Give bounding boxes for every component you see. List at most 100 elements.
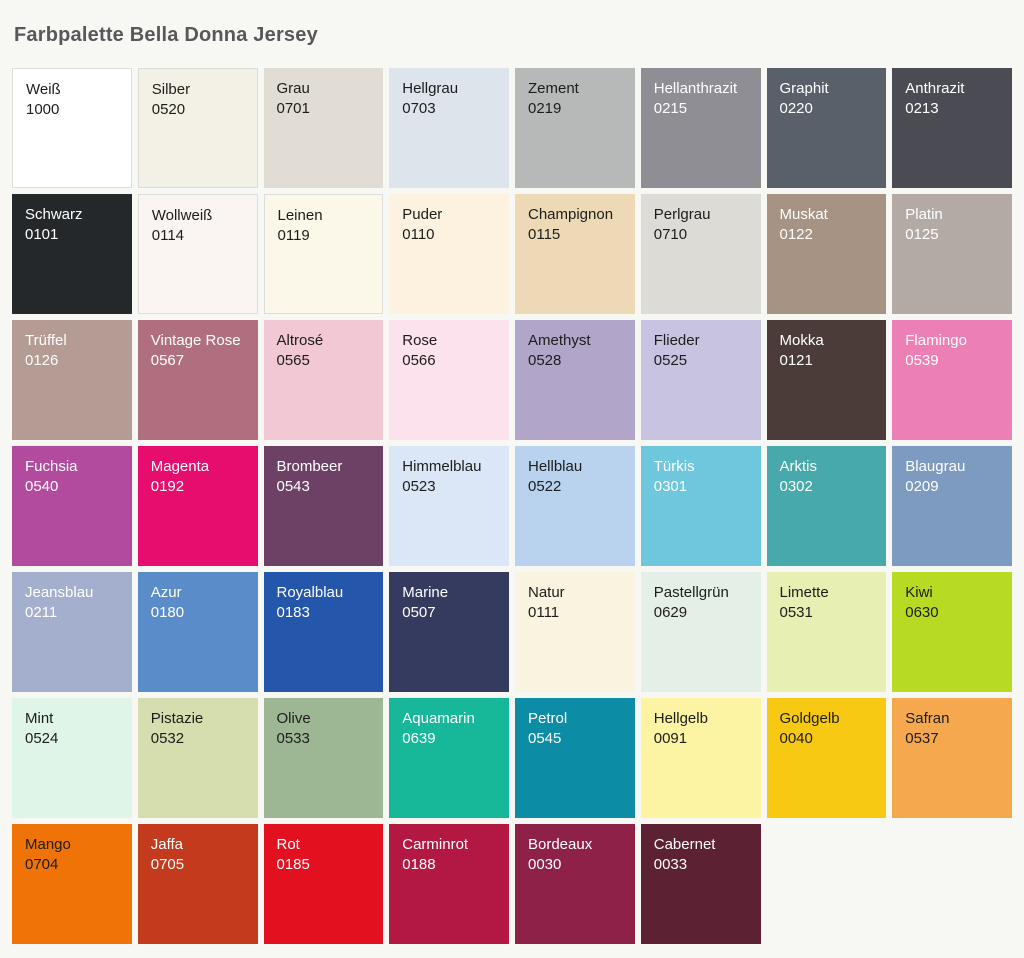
color-swatch: Zement 0219 [515,68,635,188]
color-swatch: Cabernet 0033 [640,824,761,944]
color-name: Zement [528,80,579,97]
color-code: 0040 [779,730,813,747]
color-name: Blaugrau [905,458,966,475]
color-swatch: Weiß 1000 [12,68,132,188]
color-swatch: Altrosé 0565 [263,320,384,440]
color-name: Fuchsia [25,458,78,475]
color-name: Bordeaux [528,836,593,853]
color-code: 0540 [25,478,59,495]
color-name: Petrol [528,710,568,727]
color-swatch: Champignon 0115 [515,194,635,314]
color-swatch: Hellgrau 0703 [389,68,509,188]
color-code: 0545 [528,730,562,747]
color-code: 0122 [779,226,813,243]
color-swatch: Royalblau 0183 [263,572,384,692]
color-name: Marine [402,584,449,601]
color-name: Goldgelb [779,710,840,727]
color-code: 0180 [150,604,185,621]
color-swatch: Pistazie 0532 [137,698,258,818]
color-name: Anthrazit [905,80,965,97]
color-name: Kiwi [905,584,933,601]
color-code: 1000 [26,101,60,118]
color-swatch: Rose 0566 [389,320,509,440]
color-name: Rot [276,836,300,853]
color-name: Pastellgrün [653,584,729,601]
color-name: Cabernet [653,836,716,853]
color-swatch: Marine 0507 [389,572,509,692]
color-code: 0121 [779,352,813,369]
color-name: Himmelblau [402,458,482,475]
color-swatch: Hellanthrazit 0215 [640,68,761,188]
color-name: Mango [25,836,71,853]
color-swatch: Fuchsia 0540 [12,446,132,566]
color-name: Jeansblau [25,584,94,601]
color-code: 0115 [528,226,561,243]
color-swatch: Kiwi 0630 [892,572,1012,692]
color-code: 0532 [150,730,185,747]
color-code: 0703 [402,100,436,117]
color-name: Brombeer [276,458,343,475]
color-swatch: Graphit 0220 [766,68,887,188]
color-name: Royalblau [276,584,344,601]
color-code: 0543 [276,478,310,495]
color-swatch: Vintage Rose 0567 [137,320,258,440]
color-code: 0537 [905,730,939,747]
color-name: Hellblau [528,458,583,475]
color-name: Mokka [779,332,824,349]
color-code: 0114 [151,227,185,244]
color-name: Perlgrau [653,206,711,223]
color-code: 0215 [653,100,688,117]
color-name: Jaffa [150,836,183,853]
color-code: 0188 [402,856,436,873]
color-code: 0119 [277,227,310,244]
color-code: 0219 [528,100,562,117]
color-swatch: Amethyst 0528 [515,320,635,440]
color-swatch: Anthrazit 0213 [892,68,1012,188]
color-name: Platin [905,206,943,223]
color-code: 0630 [905,604,939,621]
color-swatch: Aquamarin 0639 [389,698,509,818]
color-code: 0211 [25,604,58,621]
color-code: 0520 [151,101,186,118]
color-name: Magenta [150,458,210,475]
color-code: 0030 [528,856,562,873]
palette-grid: Weiß 1000 Silber 0520 Grau 0701 Hellgrau… [12,68,1012,944]
color-swatch: Silber 0520 [137,68,258,188]
color-name: Limette [779,584,829,601]
color-swatch: Mango 0704 [12,824,132,944]
color-name: Flamingo [905,332,967,349]
color-code: 0525 [653,352,688,369]
color-name: Weiß [26,81,61,98]
color-code: 0301 [653,478,688,495]
color-name: Muskat [779,206,828,223]
color-swatch: Trüffel 0126 [12,320,132,440]
color-swatch: Pastellgrün 0629 [640,572,761,692]
color-name: Leinen [277,207,323,224]
color-swatch: Mokka 0121 [766,320,887,440]
color-name: Graphit [779,80,829,97]
color-code: 0528 [528,352,562,369]
color-name: Schwarz [25,206,83,223]
color-swatch: Bordeaux 0030 [515,824,635,944]
color-code: 0220 [779,100,813,117]
color-code: 0110 [402,226,435,243]
color-swatch: Platin 0125 [892,194,1012,314]
color-code: 0566 [402,352,436,369]
color-swatch: Goldgelb 0040 [766,698,887,818]
color-swatch: Brombeer 0543 [263,446,384,566]
color-swatch: Rot 0185 [263,824,384,944]
color-name: Hellgrau [402,80,459,97]
color-code: 0629 [653,604,688,621]
color-swatch: Jaffa 0705 [137,824,258,944]
color-swatch: Schwarz 0101 [12,194,132,314]
color-name: Amethyst [528,332,591,349]
color-code: 0639 [402,730,436,747]
color-name: Flieder [653,332,700,349]
color-code: 0704 [25,856,59,873]
color-code: 0507 [402,604,436,621]
color-name: Arktis [779,458,818,475]
color-code: 0091 [653,730,688,747]
color-name: Mint [25,710,54,727]
color-code: 0125 [905,226,939,243]
